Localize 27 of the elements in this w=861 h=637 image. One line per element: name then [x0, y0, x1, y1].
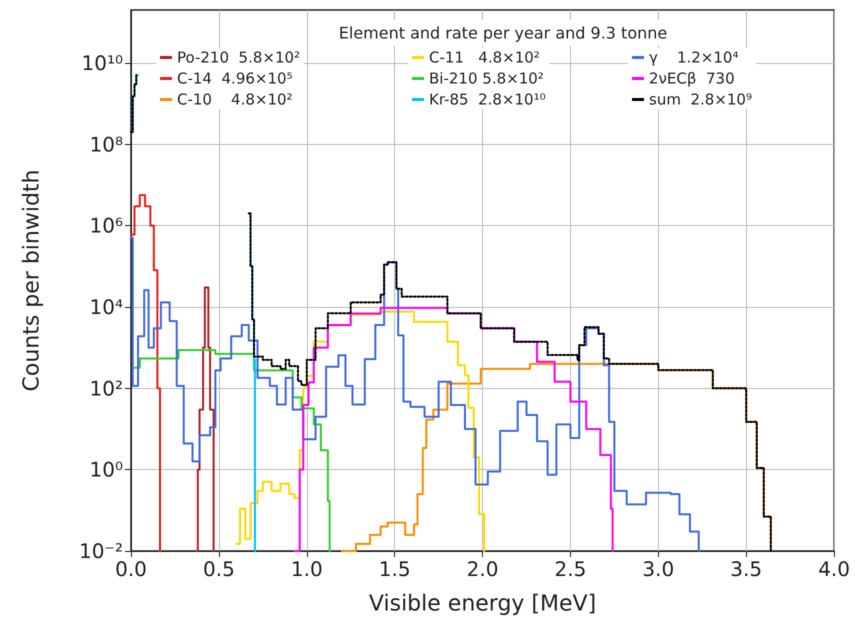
y-tick-label: 10² [90, 376, 123, 400]
x-tick-label: 2.5 [554, 557, 586, 581]
x-tick-label: 1.0 [290, 557, 323, 581]
x-tick-label: 2.0 [466, 557, 498, 581]
legend-label: Kr-85 2.8×10¹⁰ [429, 90, 546, 108]
legend-label: C-11 4.8×10² [429, 48, 540, 66]
x-tick-label: 0.5 [202, 557, 235, 581]
legend-label: Bi-210 5.8×10² [429, 70, 544, 88]
x-tick-label: 4.0 [818, 557, 850, 581]
legend-label: 2νECβ 730 [649, 70, 735, 88]
y-tick-label: 10⁸ [90, 132, 123, 156]
x-axis-title: Visible energy [MeV] [368, 592, 596, 616]
y-tick-label: 10⁰ [90, 458, 123, 482]
x-tick-label: 1.5 [378, 557, 411, 581]
y-tick-label: 10⁶ [90, 214, 123, 238]
legend-label: C-14 4.96×10⁵ [177, 70, 293, 88]
x-tick-label: 3.0 [642, 557, 674, 581]
y-axis-title: Counts per binwidth [20, 170, 44, 392]
x-tick-label: 3.5 [730, 557, 762, 581]
legend-title: Element and rate per year and 9.3 tonne [338, 24, 668, 42]
x-tick-label: 0.0 [115, 557, 147, 581]
legend-label: C-10 4.8×10² [177, 90, 293, 108]
legend-label: Po-210 5.8×10² [177, 48, 300, 66]
legend-label: γ 1.2×10⁴ [649, 48, 738, 66]
legend-label: sum 2.8×10⁹ [649, 90, 752, 108]
y-tick-label: 10¹⁰ [82, 50, 123, 75]
y-tick-label: 10⁴ [90, 294, 123, 319]
